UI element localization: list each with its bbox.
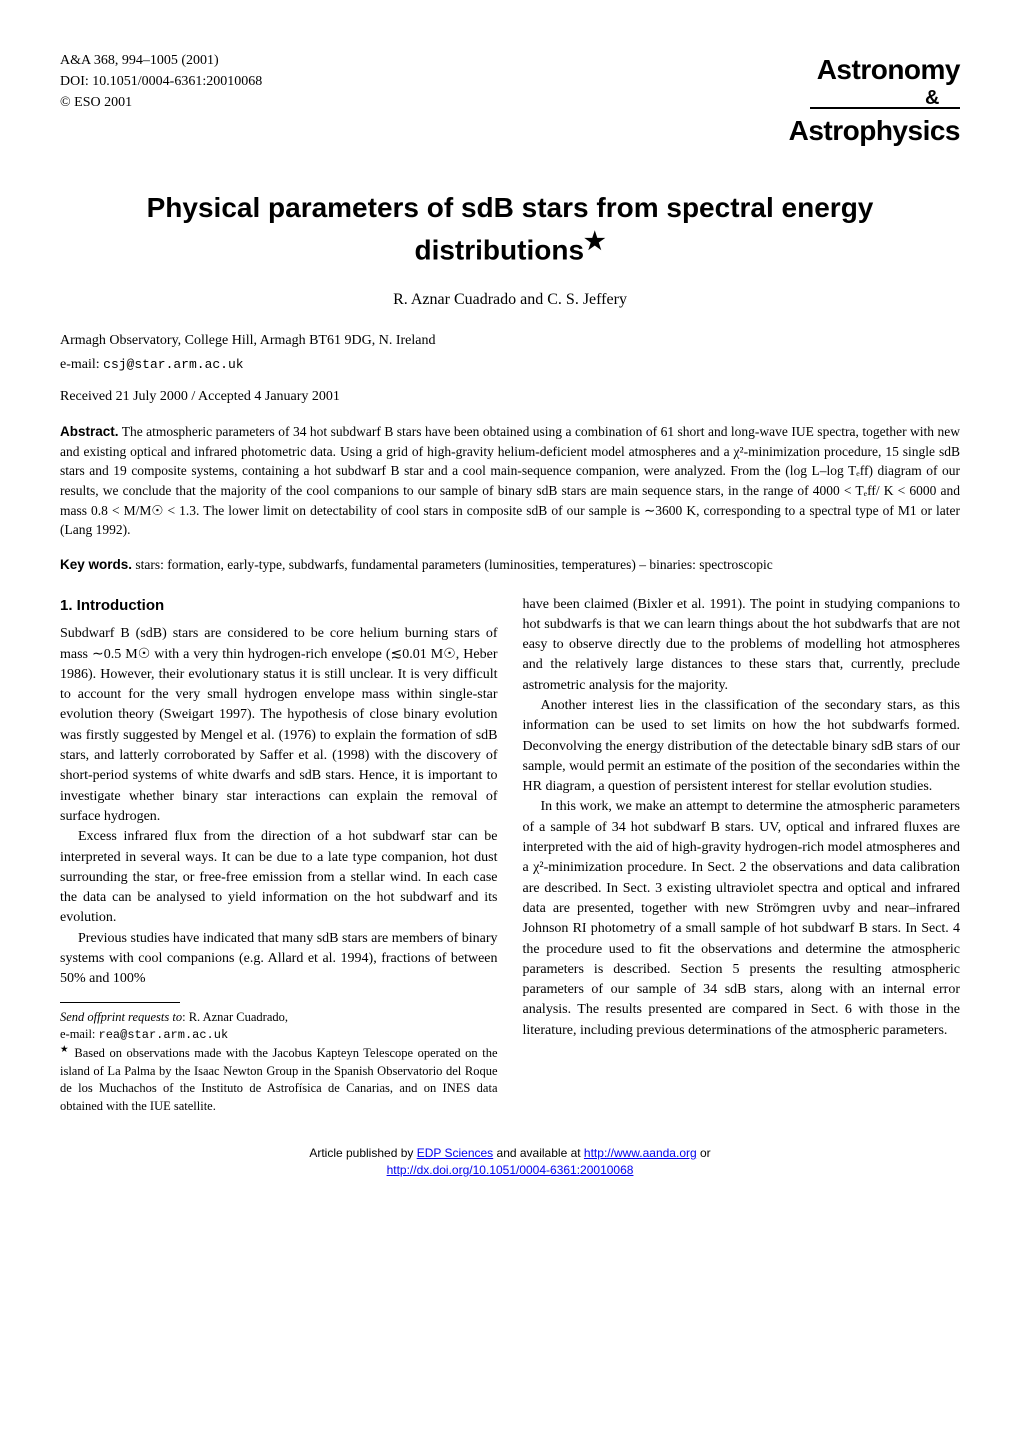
- received-accepted-dates: Received 21 July 2000 / Accepted 4 Janua…: [60, 387, 960, 407]
- offprint-label: Send offprint requests to: [60, 1010, 182, 1024]
- footnote-star-icon: ★: [60, 1045, 70, 1055]
- title-line1: Physical parameters of sdB stars from sp…: [147, 192, 874, 223]
- right-column: have been claimed (Bixler et al. 1991). …: [523, 595, 961, 1116]
- copyright: © ESO 2001: [60, 92, 262, 113]
- footer-post-text: or: [697, 1146, 711, 1160]
- abstract-text: The atmospheric parameters of 34 hot sub…: [60, 424, 960, 537]
- footer-link-edp[interactable]: EDP Sciences: [417, 1146, 493, 1160]
- journal-logo: Astronomy & Astrophysics: [789, 50, 960, 150]
- intro-para-2: Excess infrared flux from the direction …: [60, 827, 498, 928]
- logo-ampersand: &: [810, 89, 960, 109]
- intro-para-6: In this work, we make an attempt to dete…: [523, 797, 961, 1041]
- authors: R. Aznar Cuadrado and C. S. Jeffery: [60, 289, 960, 311]
- offprint-to: : R. Aznar Cuadrado,: [182, 1010, 288, 1024]
- logo-astrophysics-text: Astrophysics: [789, 111, 960, 150]
- footnote-star-note: ★ Based on observations made with the Ja…: [60, 1044, 498, 1115]
- journal-info: A&A 368, 994–1005 (2001) DOI: 10.1051/00…: [60, 50, 262, 113]
- affiliation: Armagh Observatory, College Hill, Armagh…: [60, 331, 960, 351]
- footnote-email: e-mail: rea@star.arm.ac.uk: [60, 1026, 498, 1044]
- footnote-email-label: e-mail:: [60, 1027, 99, 1041]
- section-1-heading: 1. Introduction: [60, 595, 498, 617]
- title-line2: distributions: [414, 235, 584, 266]
- body-columns: 1. Introduction Subdwarf B (sdB) stars a…: [60, 595, 960, 1116]
- intro-para-3: Previous studies have indicated that man…: [60, 929, 498, 990]
- abstract-label: Abstract.: [60, 424, 119, 439]
- footer-link-aanda[interactable]: http://www.aanda.org: [584, 1146, 697, 1160]
- email-label: e-mail:: [60, 357, 103, 372]
- footer-pre-text: Article published by: [309, 1146, 416, 1160]
- footnote-star-text: Based on observations made with the Jaco…: [60, 1046, 498, 1113]
- affiliation-email: e-mail: csj@star.arm.ac.uk: [60, 355, 960, 375]
- intro-para-5: Another interest lies in the classificat…: [523, 696, 961, 797]
- keywords-label: Key words.: [60, 557, 132, 572]
- footer-mid-text: and available at: [493, 1146, 584, 1160]
- left-column: 1. Introduction Subdwarf B (sdB) stars a…: [60, 595, 498, 1116]
- journal-reference: A&A 368, 994–1005 (2001): [60, 50, 262, 71]
- footnote-offprint: Send offprint requests to: R. Aznar Cuad…: [60, 1009, 498, 1027]
- doi: DOI: 10.1051/0004-6361:20010068: [60, 71, 262, 92]
- keywords: Key words. stars: formation, early-type,…: [60, 556, 960, 575]
- intro-para-4: have been claimed (Bixler et al. 1991). …: [523, 595, 961, 696]
- footnote-email-address: rea@star.arm.ac.uk: [99, 1028, 229, 1042]
- keywords-text: stars: formation, early-type, subdwarfs,…: [132, 557, 773, 572]
- page-footer: Article published by EDP Sciences and av…: [60, 1145, 960, 1179]
- page-header: A&A 368, 994–1005 (2001) DOI: 10.1051/00…: [60, 50, 960, 150]
- abstract: Abstract. The atmospheric parameters of …: [60, 422, 960, 539]
- email-address: csj@star.arm.ac.uk: [103, 357, 243, 372]
- footnote-separator: [60, 1002, 180, 1003]
- article-title: Physical parameters of sdB stars from sp…: [60, 190, 960, 269]
- footer-link-doi[interactable]: http://dx.doi.org/10.1051/0004-6361:2001…: [387, 1163, 634, 1177]
- intro-para-1: Subdwarf B (sdB) stars are considered to…: [60, 624, 498, 827]
- logo-astronomy-text: Astronomy: [789, 50, 960, 89]
- title-footnote-star: ★: [584, 228, 606, 255]
